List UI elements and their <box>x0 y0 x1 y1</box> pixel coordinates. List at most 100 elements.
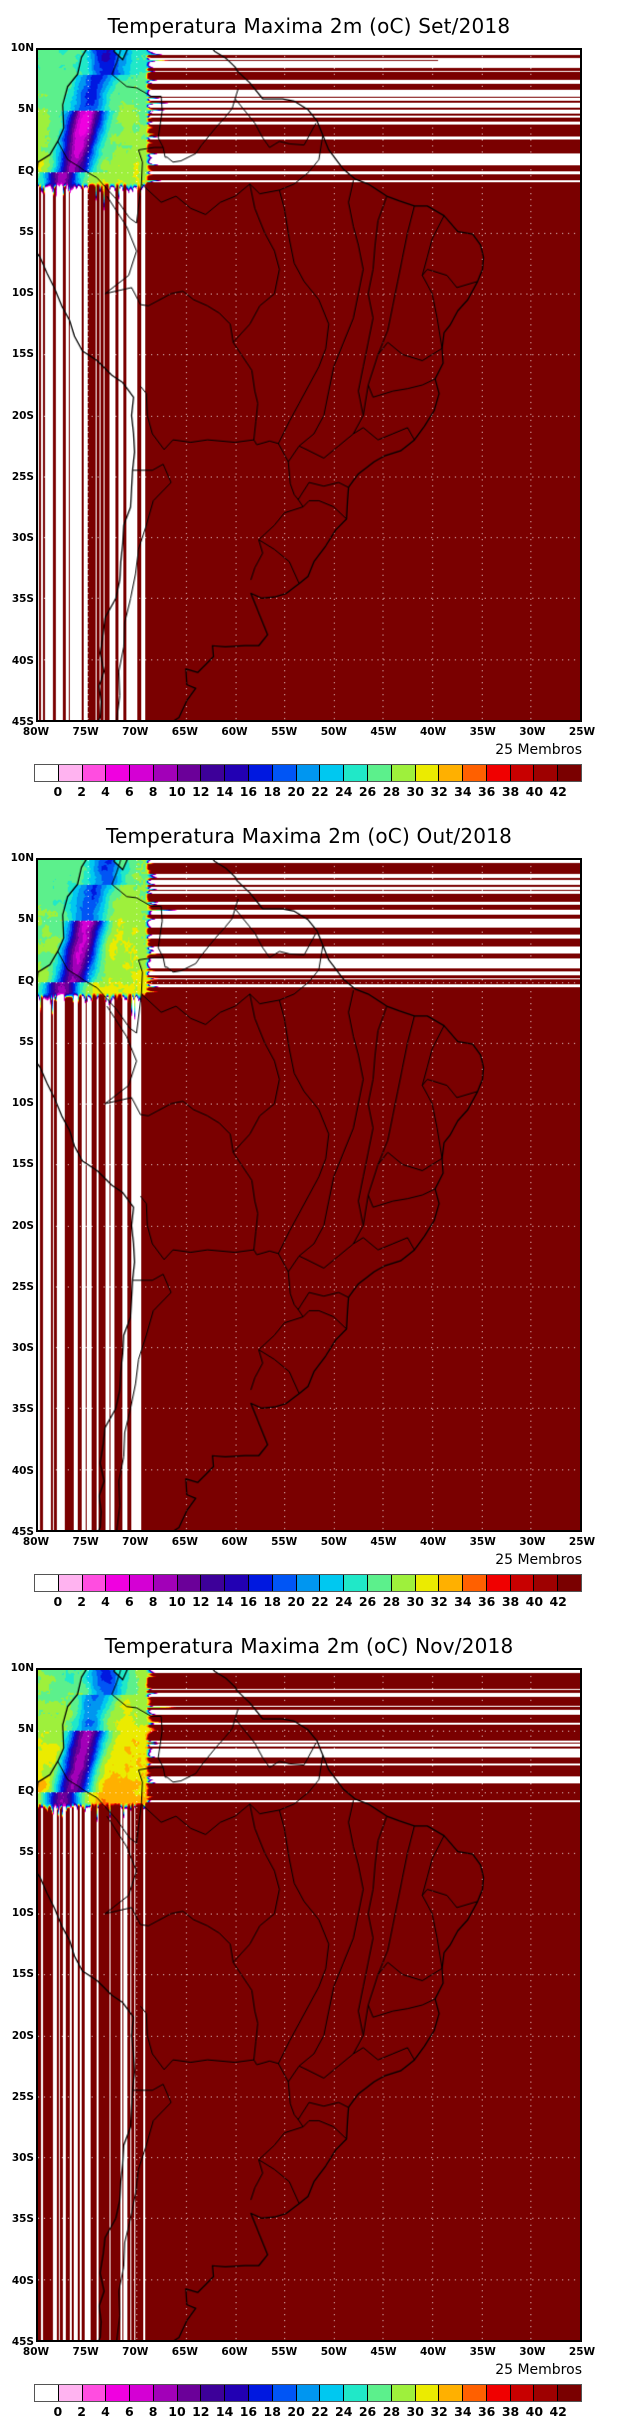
x-axis-tick-label: 80W <box>22 726 50 738</box>
colorbar-tick-label: 22 <box>311 784 329 799</box>
colorbar-swatch <box>35 1575 59 1591</box>
colorbar-tick-label: 4 <box>101 784 110 799</box>
colorbar-swatch <box>58 1575 83 1591</box>
colorbar-swatch <box>486 2385 511 2401</box>
colorbar <box>34 764 582 782</box>
colorbar-tick-label: 40 <box>525 2404 544 2419</box>
colorbar-swatch <box>272 2385 297 2401</box>
x-axis-tick-label: 30W <box>519 726 546 738</box>
panel-nov-2018: Temperatura Maxima 2m (oC) Nov/2018 25 M… <box>0 1620 618 2420</box>
colorbar-swatch <box>153 1575 178 1591</box>
y-axis-tick-label: 5S <box>19 1035 34 1048</box>
map-plot-area <box>36 48 582 722</box>
colorbar-swatch <box>486 765 511 781</box>
colorbar-tick-label: 28 <box>382 1594 401 1609</box>
y-axis-tick-label: 40S <box>11 1464 34 1477</box>
x-axis-tick-label: 80W <box>22 2346 50 2358</box>
x-axis-tick-label: 30W <box>519 1536 546 1548</box>
temperature-contour-map <box>38 1670 580 2340</box>
colorbar-swatch <box>201 2385 226 2401</box>
colorbar-tick-label: 0 <box>53 2404 63 2419</box>
x-axis-tick-label: 80W <box>22 1536 50 1548</box>
colorbar-swatch <box>272 765 297 781</box>
y-axis-tick-label: 5N <box>17 1723 34 1736</box>
colorbar-tick-label: 0 <box>53 784 63 799</box>
colorbar-swatch <box>225 765 250 781</box>
x-axis-tick-label: 55W <box>271 1536 298 1548</box>
x-axis-tick-label: 50W <box>320 1536 347 1548</box>
colorbar-swatch <box>296 1575 321 1591</box>
colorbar-tick-label: 36 <box>477 2404 496 2419</box>
ensemble-members-label: 25 Membros <box>495 742 582 758</box>
colorbar-tick-label: 32 <box>430 784 448 799</box>
x-axis-tick-label: 35W <box>469 2346 496 2358</box>
colorbar-swatch <box>177 1575 202 1591</box>
panel-title: Temperatura Maxima 2m (oC) Out/2018 <box>105 824 513 848</box>
colorbar-tick-label: 6 <box>124 784 134 799</box>
colorbar-swatch <box>367 765 392 781</box>
colorbar-swatch <box>463 765 487 781</box>
y-axis-tick-label: 45S <box>11 1526 34 1538</box>
x-axis-tick-label: 60W <box>221 726 248 738</box>
x-axis-tick-label: 50W <box>320 2346 347 2358</box>
y-axis-tick-label: 35S <box>11 1403 34 1416</box>
colorbar-tick-label: 22 <box>311 1594 329 1609</box>
colorbar-swatch <box>439 1575 464 1591</box>
y-axis-tick-label: 5S <box>19 1845 34 1858</box>
colorbar-tick-label: 2 <box>77 784 86 799</box>
colorbar-swatch <box>225 1575 250 1591</box>
colorbar-tick-label: 6 <box>124 2404 134 2419</box>
colorbar-tick-label: 4 <box>101 1594 110 1609</box>
colorbar-tick-labels: 0 2 4 6 8 10 12 14 16 18 20 22 24 26 28 30 32 34 36 38 40 42 <box>34 2404 582 2420</box>
ensemble-members-label: 25 Membros <box>495 2362 582 2378</box>
colorbar-tick-label: 40 <box>525 1594 544 1609</box>
colorbar-swatch <box>534 1575 559 1591</box>
temperature-contour-map <box>38 860 580 1530</box>
colorbar-tick-label: 28 <box>382 2404 401 2419</box>
colorbar-tick-label: 12 <box>192 784 210 799</box>
colorbar-tick-label: 14 <box>215 2404 234 2419</box>
x-axis-tick-label: 40W <box>419 1536 447 1548</box>
y-axis-tick-label: 10S <box>11 1907 34 1920</box>
map-plot-area <box>36 858 582 1532</box>
colorbar-swatch <box>130 2385 154 2401</box>
x-axis-tick-label: 70W <box>122 2346 149 2358</box>
colorbar-swatch <box>320 2385 345 2401</box>
colorbar-tick-label: 32 <box>430 2404 448 2419</box>
panel-title: Temperatura Maxima 2m (oC) Nov/2018 <box>104 1634 514 1658</box>
colorbar-tick-label: 12 <box>192 2404 210 2419</box>
colorbar-tick-label: 40 <box>525 784 544 799</box>
colorbar-tick-label: 36 <box>477 784 496 799</box>
colorbar-tick-label: 16 <box>239 2404 258 2419</box>
colorbar-tick-label: 30 <box>406 2404 424 2419</box>
y-axis-tick-label: 30S <box>11 1342 34 1355</box>
colorbar-swatch <box>344 1575 368 1591</box>
colorbar-tick-label: 12 <box>192 1594 210 1609</box>
colorbar-swatch <box>510 1575 535 1591</box>
colorbar-tick-labels: 0 2 4 6 8 10 12 14 16 18 20 22 24 26 28 30 32 34 36 38 40 42 <box>34 784 582 800</box>
colorbar-swatch <box>201 1575 226 1591</box>
colorbar-swatch <box>534 2385 559 2401</box>
panel-out-2018: Temperatura Maxima 2m (oC) Out/2018 25 M… <box>0 810 618 1610</box>
x-axis-tick-label: 55W <box>271 726 298 738</box>
panel-title: Temperatura Maxima 2m (oC) Set/2018 <box>107 14 511 38</box>
y-axis-tick-label: EQ <box>17 164 34 177</box>
y-axis-tick-label: 10S <box>11 1097 34 1110</box>
colorbar-tick-label: 24 <box>335 2404 353 2419</box>
colorbar-tick-label: 26 <box>358 2404 377 2419</box>
colorbar-swatch <box>367 2385 392 2401</box>
x-axis-tick-label: 25W <box>568 1536 596 1548</box>
y-axis-tick-label: 5S <box>19 225 34 238</box>
colorbar-tick-label: 26 <box>358 1594 377 1609</box>
colorbar-tick-label: 2 <box>77 1594 86 1609</box>
colorbar-swatch <box>106 2385 131 2401</box>
colorbar-swatch <box>153 765 178 781</box>
colorbar-swatch <box>272 1575 297 1591</box>
colorbar-tick-label: 0 <box>53 1594 63 1609</box>
colorbar-swatch <box>415 765 440 781</box>
colorbar-swatch <box>58 765 83 781</box>
colorbar-swatch <box>558 2385 581 2401</box>
x-axis-tick-label: 40W <box>419 726 447 738</box>
colorbar-swatch <box>106 765 131 781</box>
